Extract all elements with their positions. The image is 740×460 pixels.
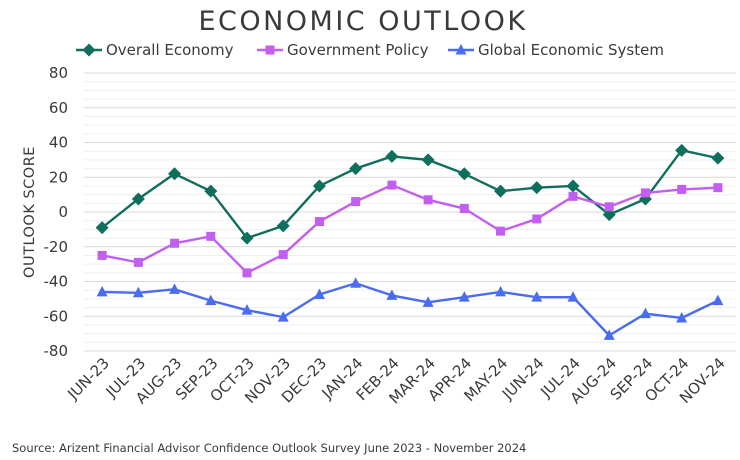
chart-legend: Overall Economy Government Policy Global E… xyxy=(76,41,664,59)
data-point xyxy=(604,202,614,212)
x-tick-label: JUN-23 xyxy=(63,354,113,404)
data-point xyxy=(603,329,615,340)
legend-label: Global Economic System xyxy=(478,41,664,59)
chart-series xyxy=(95,143,725,340)
data-point xyxy=(314,217,324,227)
data-point xyxy=(496,226,506,236)
legend-label: Government Policy xyxy=(287,41,429,59)
data-point xyxy=(711,151,725,165)
data-point xyxy=(494,184,508,198)
data-point xyxy=(242,268,252,278)
source-note: Source: Arizent Financial Advisor Confid… xyxy=(12,441,526,455)
legend-swatch-marker xyxy=(82,43,96,57)
data-point xyxy=(532,214,542,224)
data-point xyxy=(602,208,616,222)
y-axis-ticks: 80 60 40 20 0 -20 -40 -60 -80 xyxy=(44,64,69,360)
data-point xyxy=(95,221,109,235)
data-point xyxy=(205,294,217,306)
x-axis-ticks: JUN-23JUL-23AUG-23SEP-23OCT-23NOV-23DEC-… xyxy=(63,354,728,407)
data-point xyxy=(713,183,723,193)
legend-item: Overall Economy xyxy=(76,41,234,59)
data-point xyxy=(97,250,107,260)
data-point xyxy=(169,283,181,294)
legend-item: Global Economic System xyxy=(448,41,664,59)
data-point xyxy=(312,179,326,193)
data-point xyxy=(133,257,143,267)
data-point xyxy=(278,250,288,260)
data-point xyxy=(276,219,290,233)
y-tick-label: 20 xyxy=(49,168,68,186)
data-point xyxy=(421,153,435,167)
data-point xyxy=(351,197,361,207)
data-point xyxy=(241,304,253,315)
y-tick-label: 40 xyxy=(49,134,68,152)
data-point xyxy=(387,180,397,190)
data-point xyxy=(168,167,182,181)
y-tick-label: -20 xyxy=(44,238,69,256)
data-point xyxy=(240,231,254,245)
y-tick-label: -60 xyxy=(44,307,69,325)
data-point xyxy=(131,192,145,206)
data-point xyxy=(712,294,724,306)
series-global-economic-system xyxy=(96,277,724,340)
data-point xyxy=(423,195,433,205)
data-point xyxy=(457,167,471,181)
data-point xyxy=(350,277,362,288)
y-tick-label: -80 xyxy=(44,342,69,360)
data-point xyxy=(675,143,689,157)
data-point xyxy=(313,288,325,300)
y-axis-label: OUTLOOK SCORE xyxy=(22,146,38,278)
data-point xyxy=(349,162,363,176)
data-point xyxy=(677,184,687,194)
y-tick-label: 0 xyxy=(58,203,68,221)
data-point xyxy=(170,238,180,248)
data-point xyxy=(530,181,544,195)
data-point xyxy=(531,291,543,302)
data-point xyxy=(568,191,578,201)
data-point xyxy=(676,311,688,323)
series-line xyxy=(101,149,719,240)
chart-gridlines xyxy=(84,72,736,352)
data-point xyxy=(567,291,579,302)
legend-item: Government Policy xyxy=(257,41,429,59)
legend-label: Overall Economy xyxy=(106,41,234,59)
data-point xyxy=(132,286,144,298)
series-line xyxy=(102,282,719,337)
data-point xyxy=(277,311,289,322)
data-point xyxy=(385,149,399,163)
series-line xyxy=(101,183,718,275)
data-point xyxy=(495,285,507,297)
series-government-policy xyxy=(97,180,723,278)
data-point xyxy=(422,296,434,307)
data-point xyxy=(204,184,218,198)
chart-title: ECONOMIC OUTLOOK xyxy=(198,6,527,37)
data-point xyxy=(566,179,580,193)
y-tick-label: 60 xyxy=(49,99,68,117)
y-tick-label: -40 xyxy=(44,273,69,291)
series-overall-economy xyxy=(95,143,725,245)
data-point xyxy=(386,289,398,300)
legend-swatch-marker xyxy=(455,44,467,55)
data-point xyxy=(206,231,216,241)
data-point xyxy=(458,291,470,302)
legend-swatch-marker xyxy=(265,45,275,55)
data-point xyxy=(640,188,650,198)
data-point xyxy=(639,307,651,319)
data-point xyxy=(96,285,108,297)
data-point xyxy=(459,204,469,214)
y-tick-label: 80 xyxy=(49,64,68,82)
